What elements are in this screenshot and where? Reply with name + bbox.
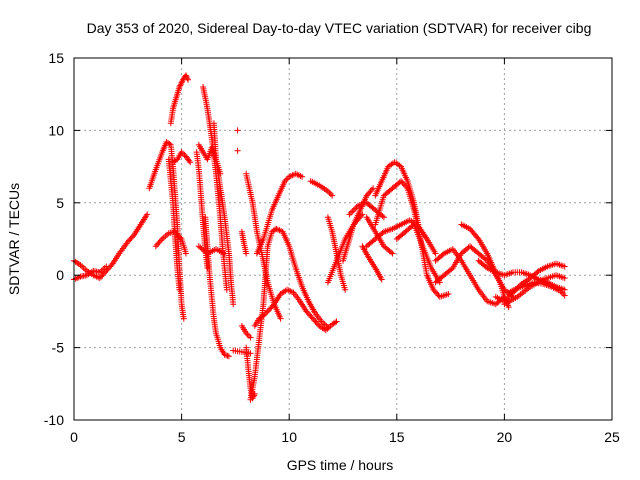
x-axis-label: GPS time / hours bbox=[287, 457, 394, 473]
data-trace-14 bbox=[234, 127, 241, 134]
data-trace-38 bbox=[475, 257, 568, 293]
x-tick-label: 20 bbox=[497, 429, 513, 445]
data-trace-4 bbox=[167, 72, 192, 127]
data-trace-21 bbox=[243, 170, 284, 322]
data-trace-15 bbox=[234, 147, 241, 154]
data-trace-12 bbox=[202, 214, 232, 360]
data-trace-6 bbox=[165, 156, 183, 293]
y-axis-label: SDTVAR / TECUs bbox=[6, 183, 22, 295]
data-trace-32 bbox=[363, 214, 396, 257]
data-series bbox=[71, 72, 568, 403]
y-tick-label: 0 bbox=[56, 267, 64, 283]
data-trace-7 bbox=[193, 149, 211, 271]
data-trace-11 bbox=[195, 141, 224, 177]
x-tick-label: 25 bbox=[604, 429, 620, 445]
y-tick-label: -5 bbox=[52, 340, 65, 356]
y-tick-label: 15 bbox=[48, 50, 64, 66]
axis-ticks: 0 5 10 15 20 25 -10 -5 0 5 10 15 bbox=[44, 50, 620, 445]
y-tick-label: 10 bbox=[48, 122, 64, 138]
data-trace-36 bbox=[432, 246, 508, 308]
x-tick-label: 0 bbox=[70, 429, 78, 445]
data-trace-34 bbox=[393, 221, 443, 286]
data-trace-29 bbox=[359, 243, 385, 283]
data-trace-13 bbox=[230, 347, 254, 357]
plot-frame bbox=[73, 57, 613, 421]
data-trace-31 bbox=[372, 159, 422, 228]
data-trace-23 bbox=[273, 225, 331, 331]
x-tick-label: 15 bbox=[389, 429, 405, 445]
data-trace-27 bbox=[340, 185, 377, 264]
y-tick-label: -10 bbox=[44, 412, 64, 428]
chart-title: Day 353 of 2020, Sidereal Day-to-day VTE… bbox=[87, 20, 592, 36]
y-tick-label: 5 bbox=[56, 195, 64, 211]
data-trace-22 bbox=[253, 170, 306, 257]
data-trace-16 bbox=[238, 228, 250, 257]
data-trace-41 bbox=[501, 272, 568, 308]
data-trace-5 bbox=[170, 149, 194, 166]
x-tick-label: 5 bbox=[178, 429, 186, 445]
data-trace-24 bbox=[307, 178, 336, 199]
data-trace-17 bbox=[238, 322, 254, 341]
data-trace-0 bbox=[71, 211, 151, 282]
data-trace-2 bbox=[152, 228, 189, 257]
x-tick-label: 10 bbox=[281, 429, 297, 445]
data-trace-28 bbox=[346, 199, 387, 221]
